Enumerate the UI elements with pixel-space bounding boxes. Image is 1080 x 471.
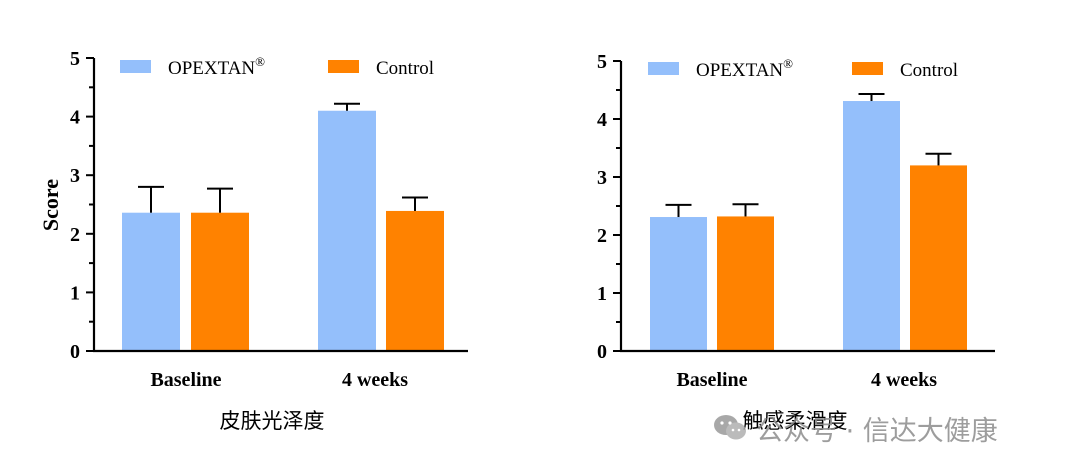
- legend: OPEXTAN® Control: [120, 54, 434, 79]
- bars: [650, 101, 967, 352]
- y-tick-label: 4: [70, 107, 80, 129]
- bar-control-0: [717, 216, 774, 351]
- legend-swatch-opextan: [648, 62, 679, 75]
- bar-opextan-0: [122, 212, 180, 351]
- bars: [122, 110, 444, 352]
- bar-opextan-1: [843, 101, 900, 352]
- y-axis-label: Score: [38, 179, 63, 231]
- legend: OPEXTAN® Control: [648, 56, 958, 81]
- axes: 0 1 2 3 4 5 Baseline 4 weeks: [597, 51, 995, 391]
- error-bars: [138, 102, 428, 213]
- axes: 0 1 2 3 4 5 Baseline 4 weeks: [70, 48, 468, 391]
- y-tick-label: 1: [597, 283, 607, 305]
- y-tick-label: 0: [70, 341, 80, 363]
- y-tick-label: 2: [597, 225, 607, 247]
- bar-opextan-0: [650, 217, 707, 351]
- x-tick-label: Baseline: [150, 369, 221, 391]
- chart-touch-smoothness: 0 1 2 3 4 5 Baseline 4 weeks OPEXTAN® Control 触…: [597, 51, 995, 433]
- y-tick-label: 3: [597, 167, 607, 189]
- bar-control-0: [191, 212, 249, 351]
- y-tick-label: 3: [70, 165, 80, 187]
- watermark-text: 公众号 · 信达大健康: [756, 415, 998, 447]
- error-bars: [665, 93, 952, 218]
- legend-swatch-opextan: [120, 60, 151, 73]
- legend-swatch-control: [328, 60, 359, 73]
- legend-label-control: Control: [376, 58, 434, 79]
- x-tick-label: Baseline: [676, 369, 747, 391]
- x-tick-label: 4 weeks: [871, 369, 937, 391]
- watermark: 公众号 · 信达大健康: [712, 408, 998, 448]
- chart-subtitle: 皮肤光泽度: [220, 409, 325, 433]
- x-tick-label: 4 weeks: [342, 369, 408, 391]
- y-tick-label: 2: [70, 224, 80, 246]
- legend-swatch-control: [852, 62, 883, 75]
- bar-opextan-1: [318, 110, 376, 352]
- bar-control-1: [386, 210, 444, 351]
- wechat-icon: [714, 415, 746, 440]
- legend-label-control: Control: [900, 60, 958, 81]
- y-tick-label: 1: [70, 282, 80, 304]
- y-tick-label: 0: [597, 341, 607, 363]
- chart-subtitle: 触感柔滑度: [743, 409, 848, 433]
- y-tick-label: 5: [70, 48, 80, 70]
- legend-label-opextan: OPEXTAN®: [168, 54, 265, 79]
- y-tick-label: 5: [597, 51, 607, 73]
- legend-label-opextan: OPEXTAN®: [696, 56, 793, 81]
- y-tick-label: 4: [597, 109, 607, 131]
- bar-control-1: [910, 165, 967, 351]
- chart-skin-gloss: 0 1 2 3 4 5 Baseline 4 weeks OPEXTAN® Control S…: [38, 48, 468, 433]
